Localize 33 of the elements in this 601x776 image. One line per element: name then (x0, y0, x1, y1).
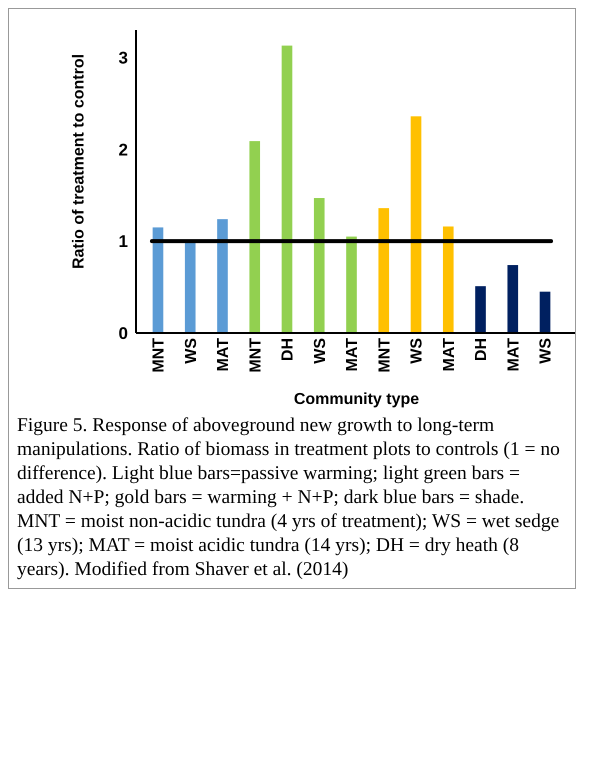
y-axis-title: Ratio of treatment to control (70, 54, 88, 270)
x-tick-label: MNT (247, 338, 264, 373)
bar (540, 292, 550, 333)
x-tick-label: MNT (376, 338, 394, 373)
x-tick-label: WS (182, 338, 200, 364)
bar (475, 286, 486, 333)
bar (442, 226, 454, 333)
bar (249, 141, 260, 333)
y-tick-label: 3 (118, 48, 128, 68)
y-tick-label: 1 (118, 232, 128, 252)
x-tick-label: MAT (505, 338, 522, 372)
bar (152, 227, 164, 333)
bar (184, 241, 196, 333)
bar (378, 208, 390, 333)
bar (507, 265, 518, 333)
x-tick-label: WS (408, 338, 426, 364)
bar (282, 46, 292, 333)
x-tick-label: MAT (215, 338, 232, 372)
x-tick-label: WS (312, 338, 329, 364)
caption: Figure 5. Response of aboveground new growth to long-term manipulations. Ratio of biomass in treatment plots to controls (1 = no difference). Light blue bars=passive warming; light green bars = added N+P; gold bars = warming + N+P; dark blue bars = shade. MNT = moist non-acidic tundra (4 yrs of treatment); WS = wet sedge (13 yrs); MAT = moist acidic tundra (14 yrs); DH = dry heath (8 years). Modified from Shaver et al. (2014) (17, 414, 561, 582)
y-tick-label: 2 (118, 140, 128, 160)
x-tick-label: MNT (150, 338, 168, 373)
x-tick-label: MAT (440, 338, 458, 372)
y-tick-label: 0 (118, 324, 128, 343)
bar (217, 219, 228, 333)
x-tick-label: WS (538, 338, 555, 364)
bar (346, 236, 357, 333)
bar (410, 116, 422, 333)
bar (314, 198, 325, 333)
x-tick-label: MAT (344, 338, 362, 372)
x-tick-label: DH (280, 338, 297, 362)
x-tick-label: DH (473, 338, 490, 362)
x-axis-title: Community type (294, 391, 420, 408)
